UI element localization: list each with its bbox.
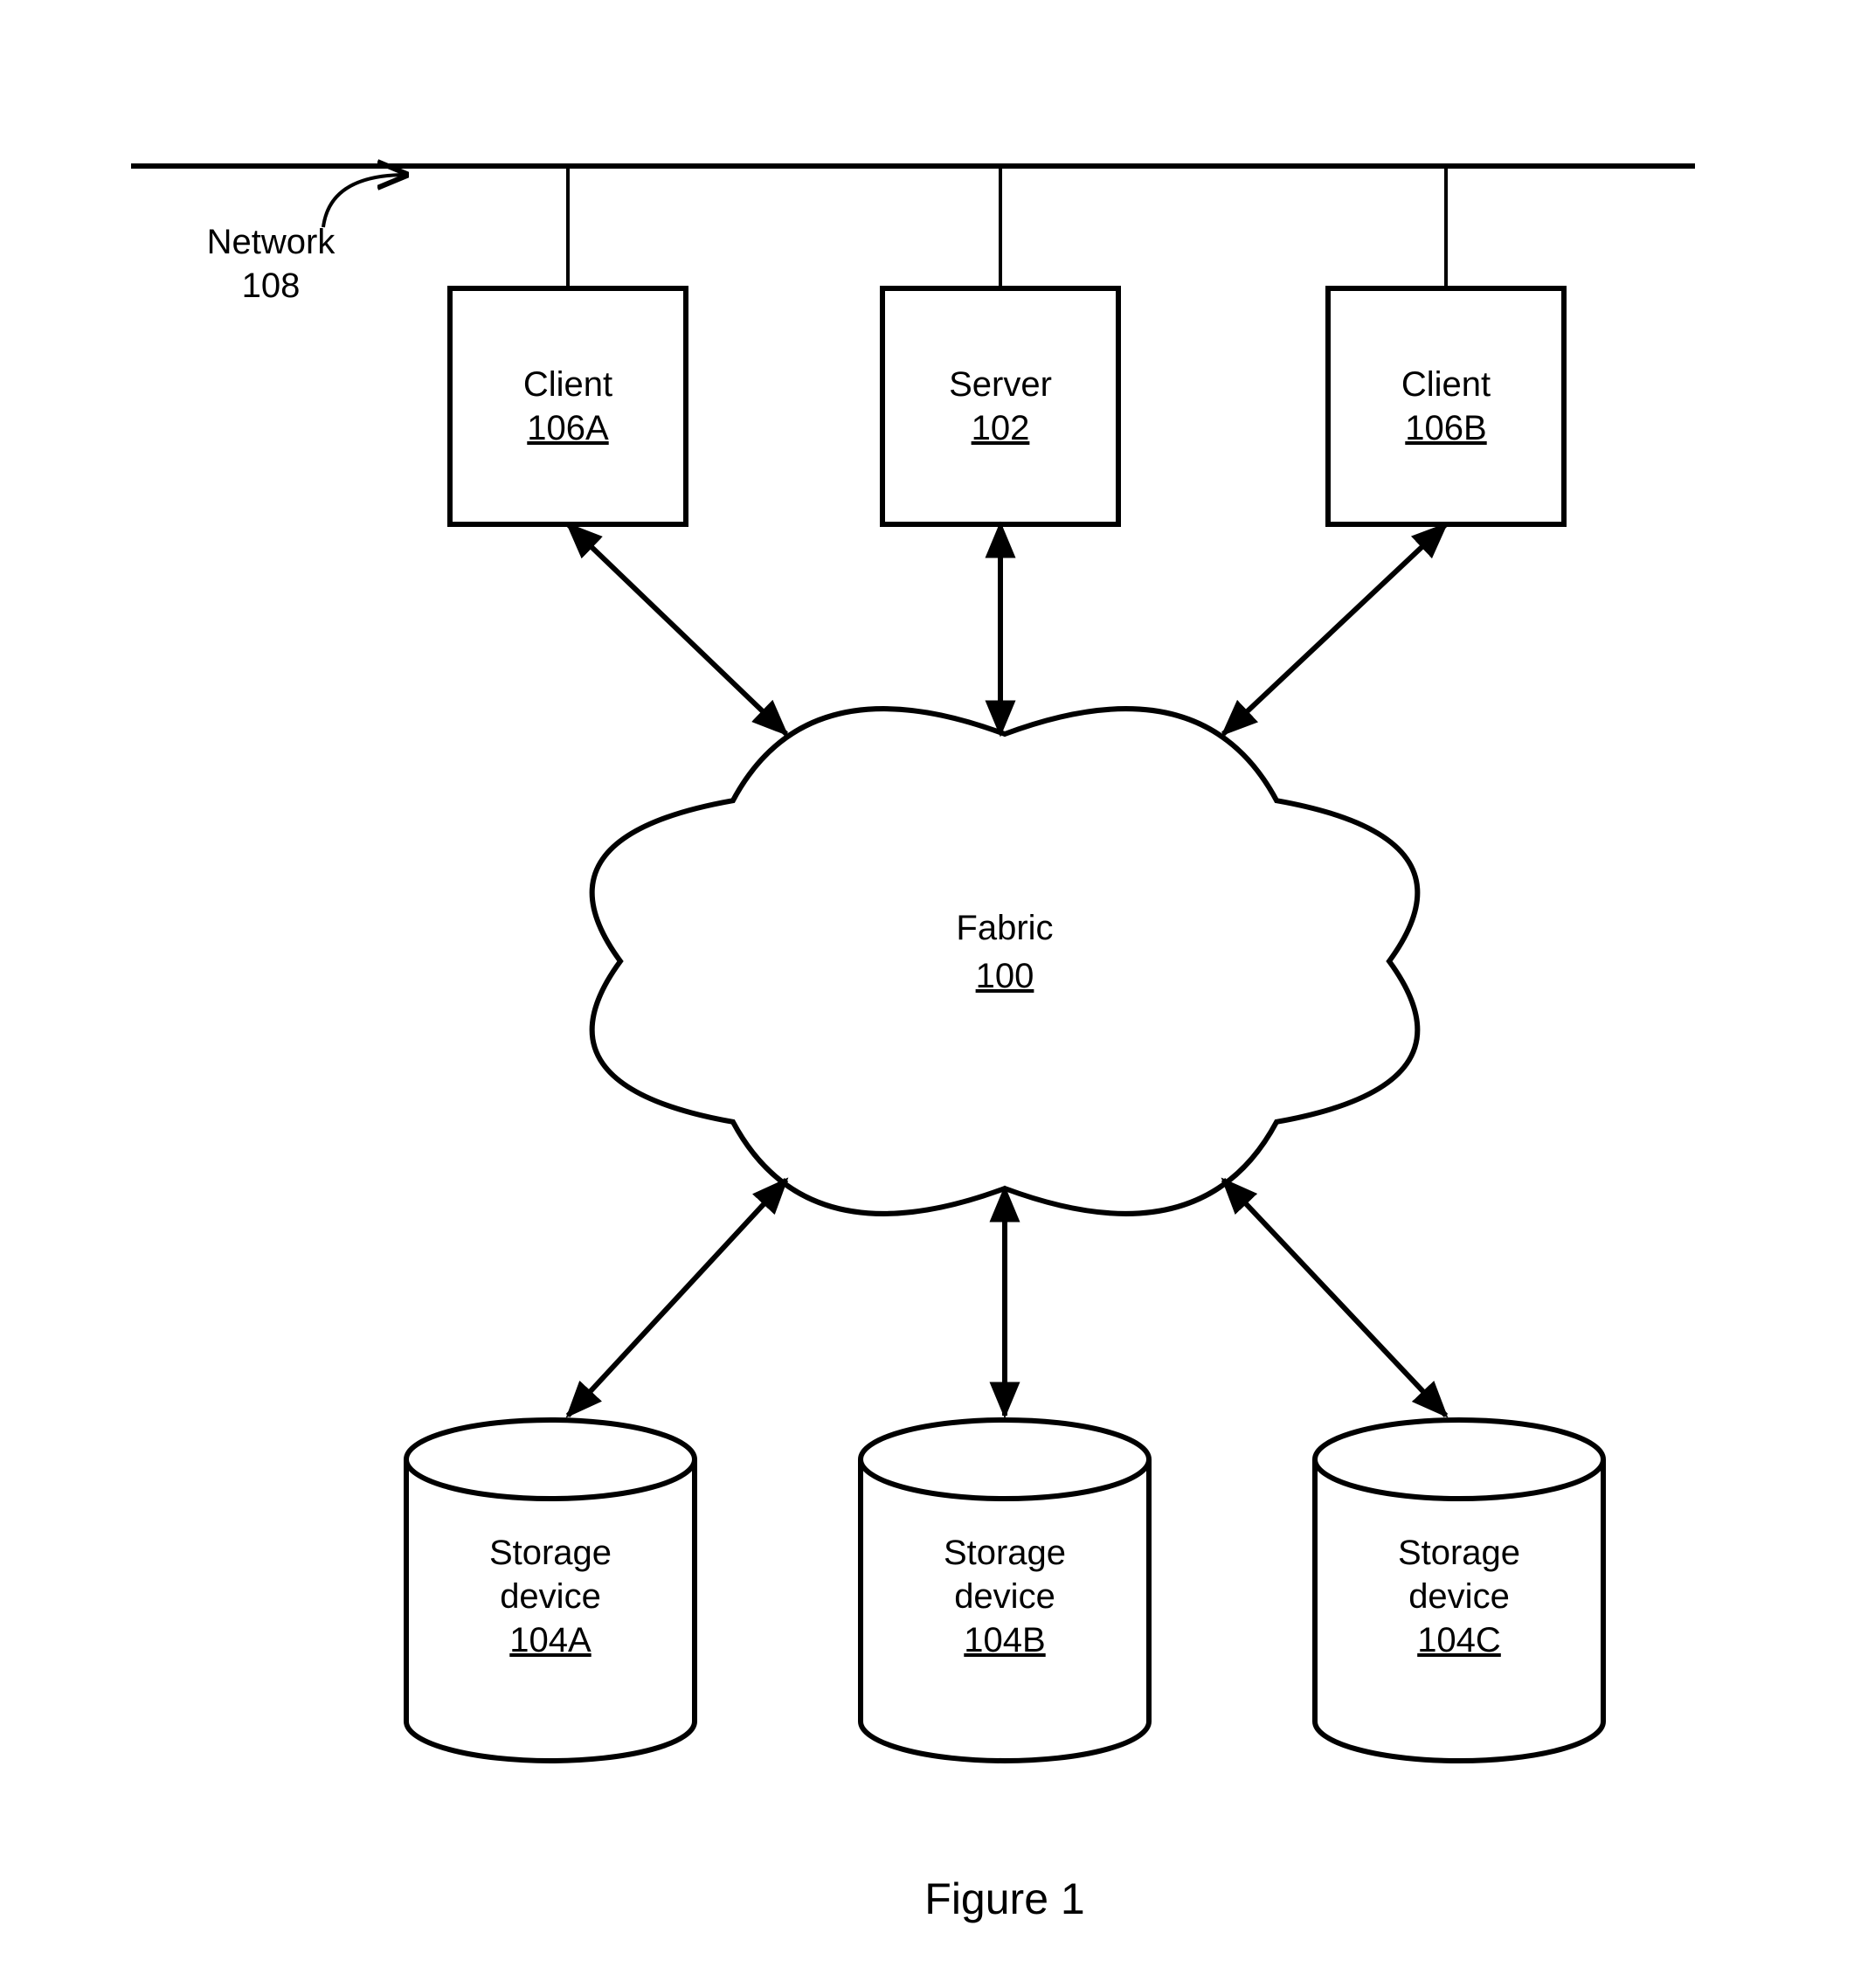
- server-ref: 102: [972, 409, 1030, 447]
- storage-a-cylinder-top: [406, 1420, 695, 1499]
- client-b-label: Client: [1401, 365, 1491, 404]
- storage-c-ref: 104C: [1417, 1621, 1501, 1659]
- storage-c-label1: Storage: [1398, 1534, 1520, 1572]
- storage-a-label2: device: [500, 1577, 601, 1616]
- network-label: Network: [207, 223, 336, 261]
- server-label: Server: [949, 365, 1052, 404]
- client-b-box: [1328, 288, 1564, 524]
- storage-b-cylinder-top: [861, 1420, 1149, 1499]
- client-b-ref: 106B: [1405, 409, 1486, 447]
- storage-c-cylinder-top: [1315, 1420, 1603, 1499]
- client-a-ref: 106A: [527, 409, 609, 447]
- storage-a-label1: Storage: [489, 1534, 612, 1572]
- figure-label: Figure 1: [924, 1874, 1084, 1923]
- storage-b-label2: device: [954, 1577, 1055, 1616]
- storage-b-label1: Storage: [944, 1534, 1066, 1572]
- server-box: [882, 288, 1118, 524]
- client-a-box: [450, 288, 686, 524]
- client-a-label: Client: [523, 365, 612, 404]
- fabric-ref: 100: [976, 957, 1034, 995]
- fabric-label: Fabric: [956, 909, 1053, 947]
- storage-a-ref: 104A: [509, 1621, 591, 1659]
- storage-b-ref: 104B: [964, 1621, 1045, 1659]
- storage-c-label2: device: [1408, 1577, 1510, 1616]
- network-ref: 108: [242, 267, 301, 305]
